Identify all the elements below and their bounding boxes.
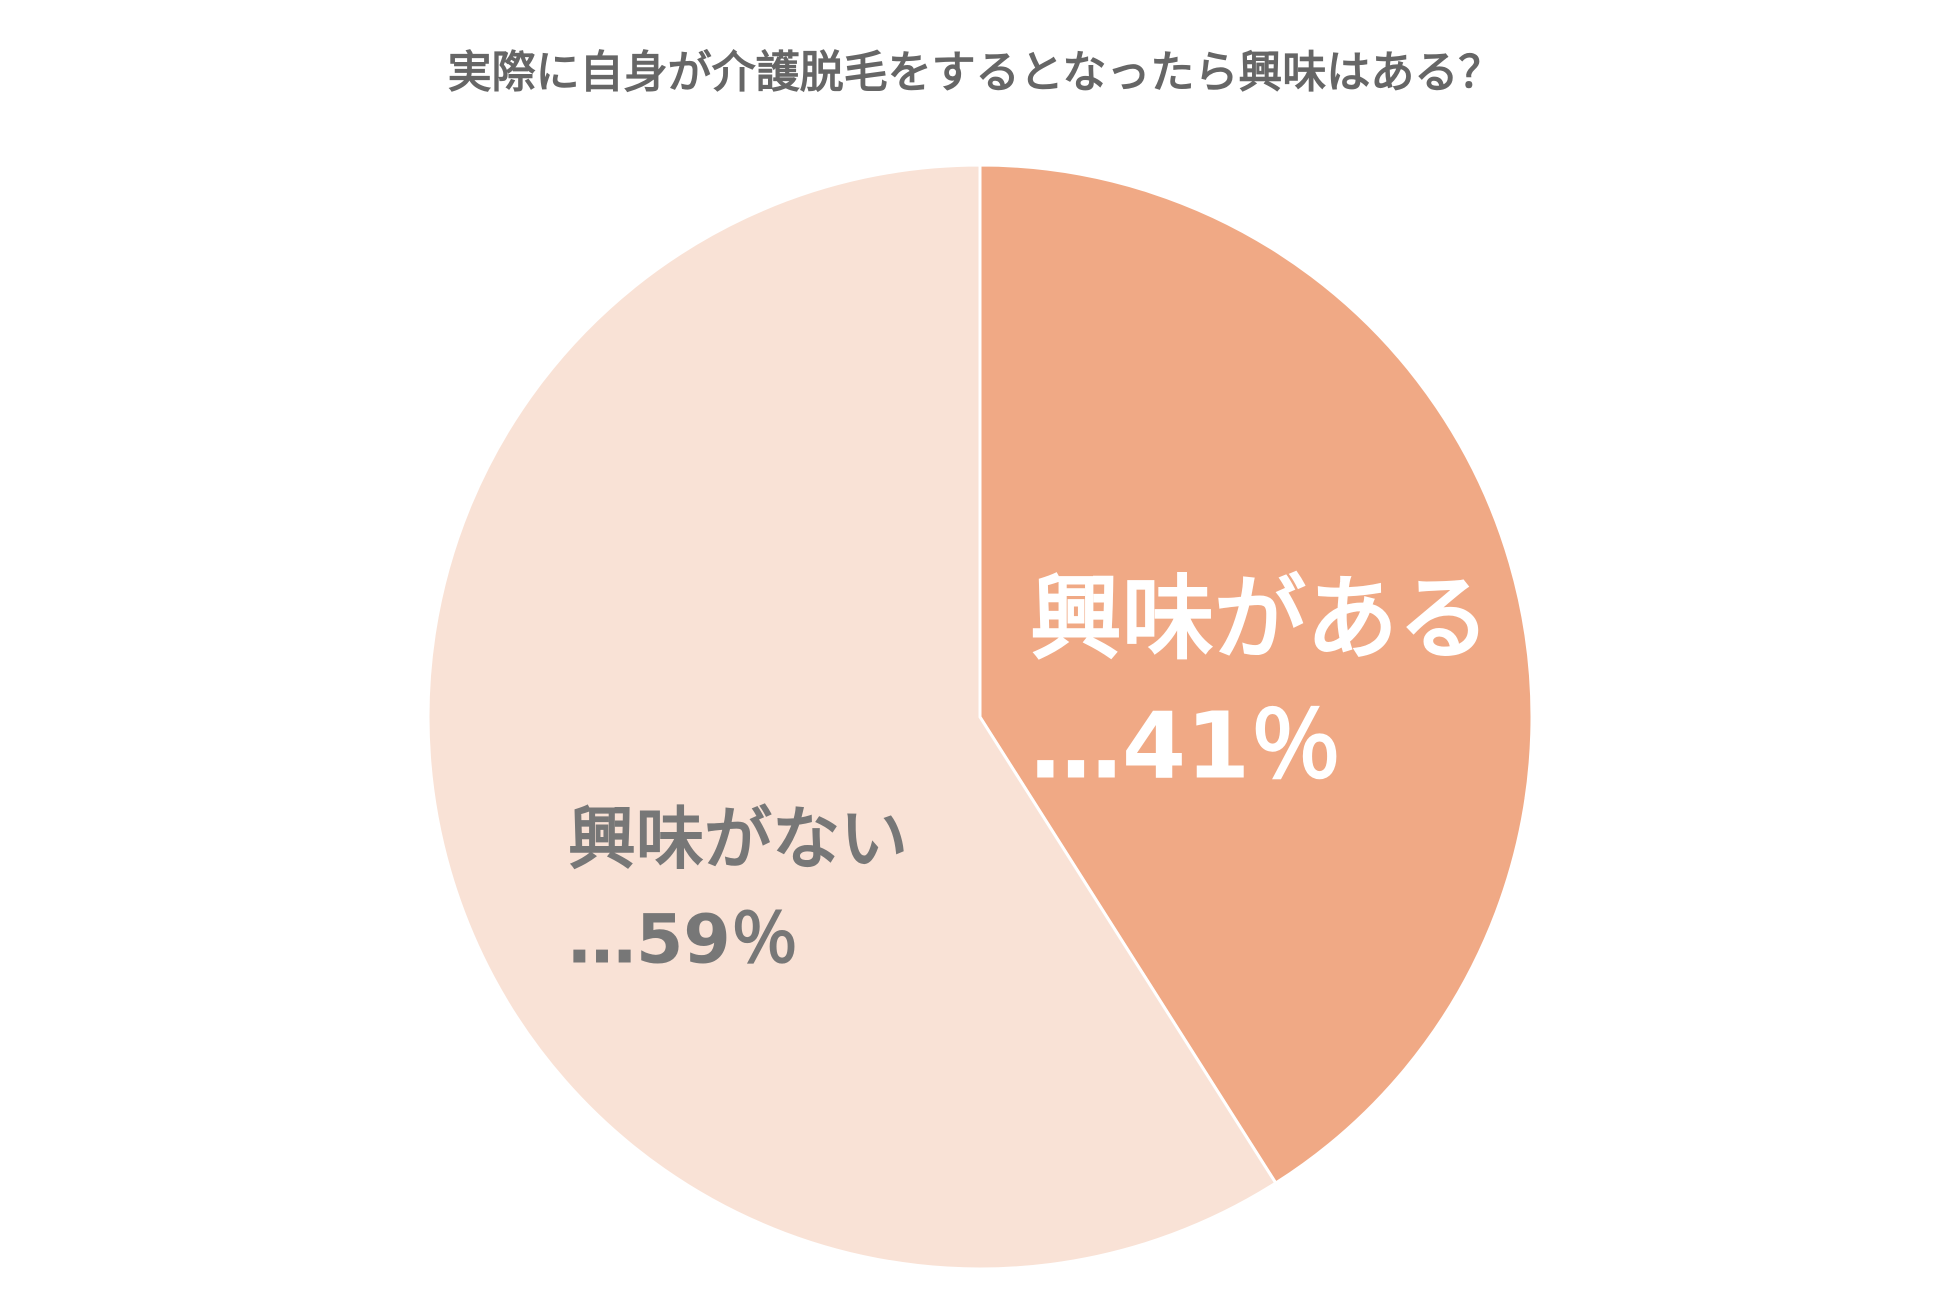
pie-slice	[426, 163, 1278, 1271]
value-label: …41％	[1030, 692, 1342, 799]
slice-label: 興味がある	[1030, 565, 1490, 672]
value-label: …59％	[568, 901, 799, 980]
slice-label: 興味がない	[568, 801, 908, 880]
chart-title: 実際に自身が介護脱毛をするとなったら興味はある？	[448, 47, 1503, 98]
pie-slice	[978, 163, 1534, 1186]
